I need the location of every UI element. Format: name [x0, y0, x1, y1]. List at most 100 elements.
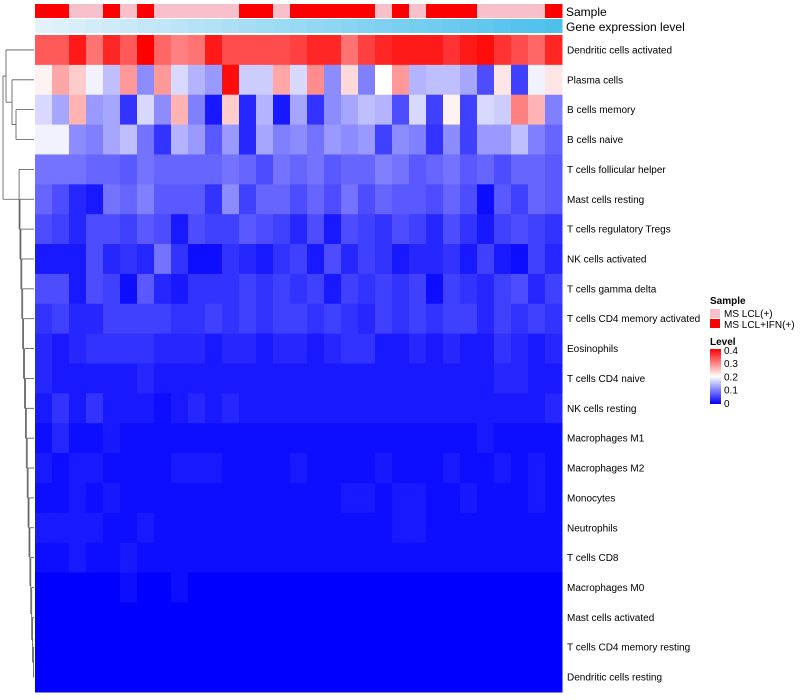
heatmap-cell [188, 632, 206, 663]
heatmap-cell [256, 453, 274, 484]
heatmap-cell [392, 64, 410, 96]
heatmap-cell [494, 662, 512, 693]
heatmap-cell [409, 423, 427, 454]
heatmap-cell [137, 184, 155, 215]
expression-level-cell [205, 19, 223, 33]
heatmap-cell [324, 453, 342, 484]
heatmap-cell [188, 572, 206, 603]
sample-cell [188, 4, 206, 18]
heatmap-cell [69, 244, 87, 275]
heatmap-cell [460, 662, 478, 693]
heatmap-cell [426, 35, 444, 66]
heatmap-cell [273, 214, 291, 245]
heatmap-cell [511, 393, 529, 424]
heatmap-cell [290, 363, 308, 394]
row-label: Macrophages M1 [567, 434, 645, 445]
heatmap-cell [273, 423, 291, 454]
expression-level-cell [188, 19, 206, 33]
heatmap-cell [69, 482, 87, 514]
heatmap-cell [239, 512, 257, 544]
heatmap-cell [477, 632, 495, 663]
heatmap-cell [528, 512, 546, 544]
heatmap-cell [205, 542, 223, 574]
heatmap-cell [307, 64, 325, 96]
heatmap-cell [528, 423, 546, 454]
heatmap-cell [205, 662, 223, 693]
heatmap-cell [188, 512, 206, 544]
heatmap-cell [511, 453, 529, 484]
heatmap-cell [52, 184, 70, 215]
sample-cell [171, 4, 189, 18]
heatmap-cell [460, 632, 478, 663]
heatmap-cell [69, 512, 87, 544]
heatmap-cell [222, 572, 240, 603]
heatmap-cell [477, 184, 495, 215]
legend-level-tick: 0.3 [724, 359, 738, 370]
heatmap-cell [171, 94, 189, 126]
heatmap-cell [545, 512, 563, 544]
heatmap-cell [375, 662, 393, 693]
heatmap-cell [341, 542, 359, 574]
heatmap-cell [171, 662, 189, 693]
heatmap-cell [273, 632, 291, 663]
heatmap-cell [222, 363, 240, 394]
sample-cell [307, 4, 325, 18]
heatmap-cell [324, 393, 342, 424]
heatmap-cell [188, 602, 206, 633]
heatmap-cell [86, 423, 104, 454]
heatmap-cell [171, 542, 189, 574]
heatmap-cell [392, 393, 410, 424]
legend-level-tick: 0.2 [724, 372, 738, 383]
heatmap-cell [494, 602, 512, 633]
heatmap-cell [545, 35, 563, 66]
row-labels: Dendritic cells activated Plasma cells B c… [567, 45, 700, 683]
heatmap-cell [392, 333, 410, 364]
heatmap-cell [52, 542, 70, 574]
heatmap-cell [409, 303, 427, 335]
heatmap-cell [239, 244, 257, 275]
heatmap-cell [409, 154, 427, 185]
heatmap-cell [35, 273, 53, 305]
heatmap-cell [137, 244, 155, 275]
heatmap-cell [443, 333, 461, 364]
heatmap-cell [188, 393, 206, 424]
heatmap-cell [86, 453, 104, 484]
heatmap-cell [273, 662, 291, 693]
heatmap-cell [154, 124, 172, 155]
heatmap-cell [324, 64, 342, 96]
heatmap-cell [290, 184, 308, 215]
expression-level-cell [120, 19, 138, 33]
expression-level-cell [137, 19, 155, 33]
heatmap-cell [69, 453, 87, 484]
heatmap-cell [307, 482, 325, 514]
heatmap-cell [341, 572, 359, 603]
heatmap-cell [256, 423, 274, 454]
heatmap-cell [239, 154, 257, 185]
heatmap-cell [341, 184, 359, 215]
heatmap-cell [290, 303, 308, 335]
heatmap-cell [52, 512, 70, 544]
legend: Sample MS LCL(+) MS LCL+IFN(+) Level 0.4… [710, 296, 795, 410]
heatmap-cell [290, 333, 308, 364]
heatmap-cell [171, 632, 189, 663]
heatmap-cell [290, 154, 308, 185]
heatmap-cell [256, 512, 274, 544]
sample-cell [137, 4, 155, 18]
expression-level-cell [358, 19, 376, 33]
heatmap-cell [528, 303, 546, 335]
heatmap-cell [528, 482, 546, 514]
heatmap-cell [324, 423, 342, 454]
heatmap-cell [222, 64, 240, 96]
heatmap-cell [69, 423, 87, 454]
heatmap-cell [188, 244, 206, 275]
legend-label-ms-lcl: MS LCL(+) [724, 309, 773, 320]
sample-cell [256, 4, 274, 18]
heatmap-cell [273, 602, 291, 633]
heatmap-cell [205, 124, 223, 155]
heatmap-cell [426, 64, 444, 96]
heatmap-cell [545, 244, 563, 275]
heatmap-cell [511, 572, 529, 603]
heatmap-cell [494, 303, 512, 335]
heatmap-cell [426, 423, 444, 454]
heatmap-cell [52, 662, 70, 693]
